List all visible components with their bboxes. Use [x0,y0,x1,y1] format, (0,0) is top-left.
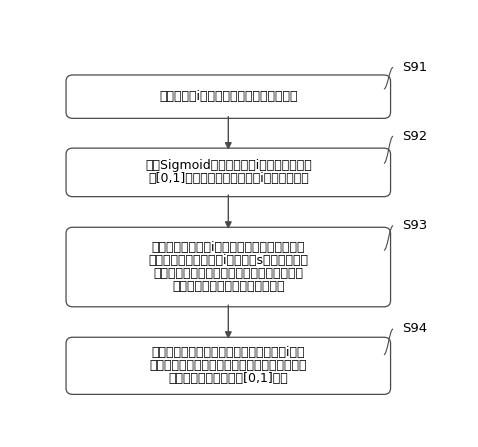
Text: 的平均值，以及微电网群总净功率曲线的平均: 的平均值，以及微电网群总净功率曲线的平均 [153,267,304,280]
Text: 值，然后得到修正后的净功率曲线: 值，然后得到修正后的净功率曲线 [172,280,284,293]
Text: S94: S94 [402,322,427,336]
Text: 采用余弦相似度法计算各典型日内微电网i净功: 采用余弦相似度法计算各典型日内微电网i净功 [152,346,305,359]
Text: S93: S93 [402,219,428,232]
Text: 采用Sigmoid函数将微电网i的净发电量映射: 采用Sigmoid函数将微电网i的净发电量映射 [145,159,312,173]
Text: 幅偏移，再计算微电网i在典型日s内净功率曲线: 幅偏移，再计算微电网i在典型日s内净功率曲线 [148,254,308,267]
Text: 率曲线与微电网群净功率曲线的余弦相似度，并: 率曲线与微电网群净功率曲线的余弦相似度，并 [150,359,307,372]
FancyBboxPatch shape [66,148,391,197]
FancyBboxPatch shape [66,337,391,394]
Text: S92: S92 [402,130,428,143]
FancyBboxPatch shape [66,227,391,307]
Text: 到[0,1]区间，由此得到微电网i的能量贡献度: 到[0,1]区间，由此得到微电网i的能量贡献度 [148,173,309,186]
Text: S91: S91 [402,61,428,74]
Text: 先分别消除微电网i和微电网群净功率曲线的振: 先分别消除微电网i和微电网群净功率曲线的振 [152,241,305,254]
FancyBboxPatch shape [66,75,391,118]
Text: 计算微电网i在各季节典型日内的净发电量: 计算微电网i在各季节典型日内的净发电量 [159,90,297,103]
Text: 将余弦相似度归一化到[0,1]区间: 将余弦相似度归一化到[0,1]区间 [168,372,288,385]
